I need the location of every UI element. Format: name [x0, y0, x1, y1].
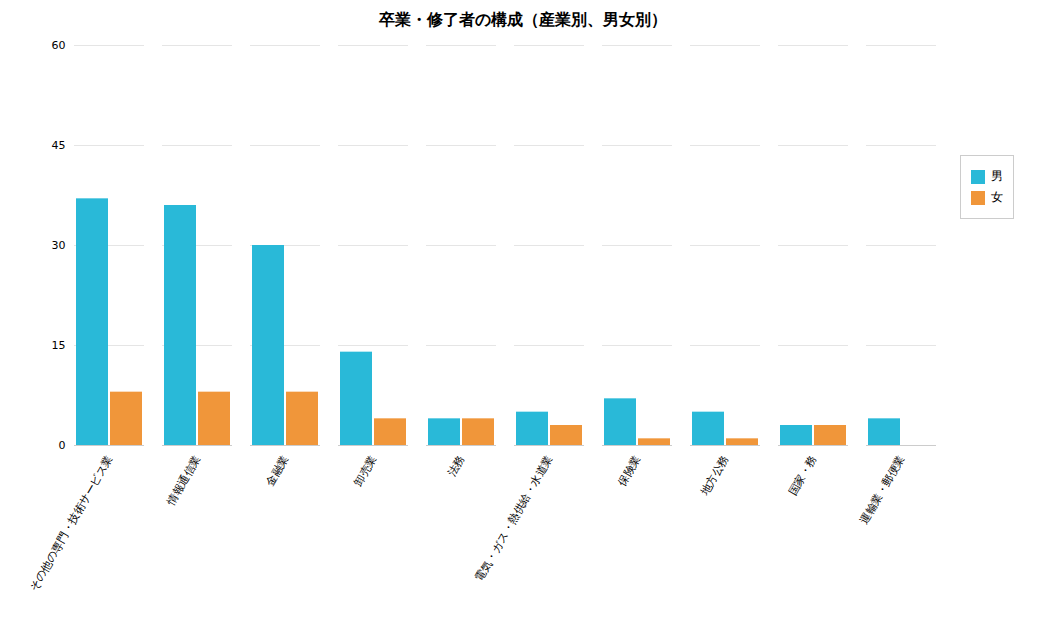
svg-text:情報通信業: 情報通信業 [164, 453, 203, 508]
svg-text:その他の専門・技術サービス業: その他の専門・技術サービス業 [27, 453, 115, 593]
svg-text:60: 60 [52, 39, 66, 52]
svg-text:電気・ガス・熱供給・水道業: 電気・ガス・熱供給・水道業 [472, 453, 555, 583]
svg-text:0: 0 [59, 439, 66, 452]
svg-text:金融業: 金融業 [263, 453, 291, 488]
html-text:男: 男 [991, 169, 1003, 183]
svg-text:卸売業: 卸売業 [351, 453, 379, 488]
svg-text:地方公務: 地方公務 [697, 453, 731, 498]
html-text:女: 女 [991, 190, 1003, 204]
svg-text:45: 45 [52, 139, 66, 152]
svg-text:保険業: 保険業 [615, 453, 643, 488]
svg-text:15: 15 [52, 339, 66, 352]
html-text:卒業・修了者の構成（産業別、男女別）: 卒業・修了者の構成（産業別、男女別） [379, 10, 667, 29]
svg-text:運輸業・郵便業: 運輸業・郵便業 [857, 453, 907, 526]
svg-text:法務: 法務 [445, 453, 467, 479]
svg-text:30: 30 [52, 239, 66, 252]
svg-text:国家・務: 国家・務 [786, 453, 819, 498]
